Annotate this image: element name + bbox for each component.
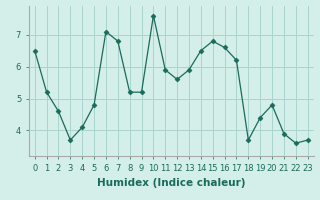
X-axis label: Humidex (Indice chaleur): Humidex (Indice chaleur) [97, 178, 245, 188]
